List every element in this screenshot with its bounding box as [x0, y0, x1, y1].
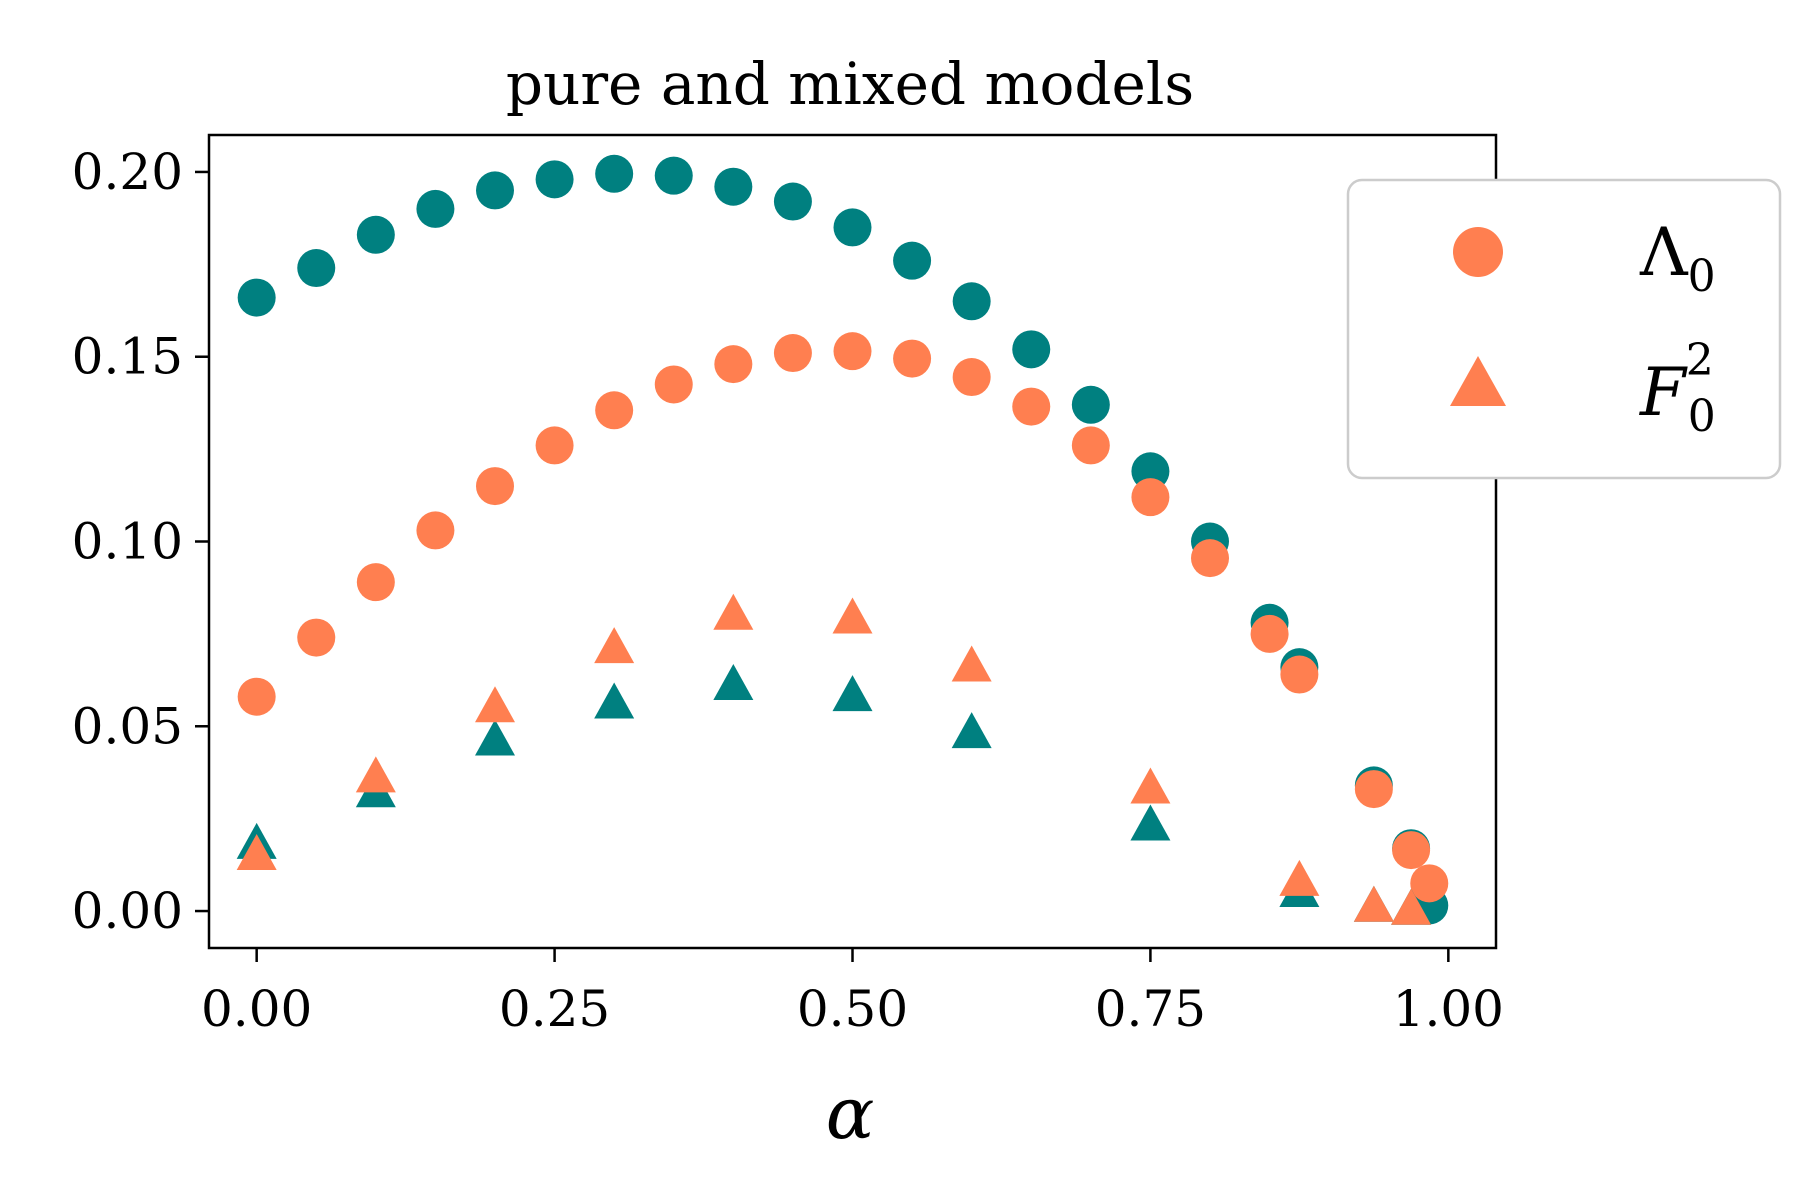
- data-point-triangle: [713, 593, 754, 630]
- legend-f-symbol: F: [1639, 354, 1688, 431]
- data-marks: [236, 154, 1449, 925]
- data-point-circle: [416, 189, 455, 228]
- data-point-circle: [1280, 655, 1319, 694]
- y-tick-label: 0.15: [72, 328, 183, 386]
- data-point-circle: [714, 167, 753, 206]
- x-axis-label: α: [826, 1071, 875, 1155]
- data-point-circle: [1071, 385, 1110, 424]
- data-point-circle: [237, 677, 276, 716]
- data-point-circle: [1012, 387, 1051, 426]
- data-point-circle: [476, 171, 514, 210]
- data-point-circle: [714, 345, 753, 384]
- x-axis: 0.00 0.25 0.50 0.75 1.00: [201, 948, 1504, 1038]
- data-point-circle: [356, 563, 395, 602]
- legend-triangle-marker: [1450, 356, 1506, 406]
- data-point-circle: [1410, 864, 1449, 903]
- data-point-circle: [1012, 330, 1051, 369]
- data-point-circle: [654, 365, 693, 404]
- legend: Λ0 F2 0: [1346, 178, 1782, 480]
- data-point-triangle: [1353, 885, 1394, 922]
- data-point-circle: [1354, 770, 1393, 809]
- data-point-triangle: [951, 712, 992, 749]
- data-point-circle: [1131, 478, 1170, 517]
- data-point-circle: [535, 426, 574, 465]
- data-point-circle: [595, 391, 634, 430]
- data-point-circle: [952, 358, 991, 397]
- data-point-triangle: [475, 719, 515, 756]
- data-point-circle: [535, 160, 574, 199]
- data-point-circle: [773, 182, 812, 221]
- data-point-triangle: [713, 664, 754, 701]
- data-point-triangle: [1279, 859, 1320, 896]
- plot-frame: [207, 133, 1498, 950]
- data-point-circle: [595, 154, 634, 193]
- x-tick-label: 0.25: [499, 980, 610, 1038]
- y-tick-label: 0.00: [72, 882, 183, 940]
- data-point-circle: [1392, 831, 1431, 870]
- data-point-circle: [1071, 426, 1110, 465]
- data-point-circle: [297, 618, 336, 657]
- data-point-circle: [356, 215, 395, 254]
- legend-f-superscript: 2: [1686, 335, 1714, 386]
- data-point-circle: [1191, 539, 1229, 578]
- data-point-triangle: [594, 627, 635, 664]
- legend-lambda-symbol: Λ: [1639, 214, 1689, 291]
- x-tick-label: 0.50: [797, 980, 908, 1038]
- data-point-circle: [476, 467, 514, 506]
- data-point-triangle: [832, 675, 873, 712]
- data-point-triangle: [594, 682, 635, 719]
- data-point-circle: [773, 334, 812, 373]
- data-point-circle: [833, 208, 872, 247]
- data-point-triangle: [1391, 888, 1432, 925]
- legend-label-f: F2 0: [1639, 335, 1716, 442]
- data-point-circle: [237, 278, 276, 317]
- x-tick-label: 1.00: [1393, 980, 1504, 1038]
- data-point-circle: [1250, 614, 1289, 653]
- y-tick-label: 0.10: [72, 513, 183, 571]
- data-point-triangle: [475, 686, 515, 723]
- data-point-triangle: [832, 597, 873, 634]
- data-point-circle: [952, 282, 991, 321]
- legend-label-lambda: Λ0: [1639, 214, 1716, 302]
- x-tick-label: 0.00: [201, 980, 312, 1038]
- data-point-circle: [416, 511, 455, 550]
- y-tick-label: 0.20: [72, 143, 183, 201]
- data-point-triangle: [236, 834, 277, 871]
- data-point-circle: [833, 332, 872, 371]
- legend-circle-marker: [1453, 227, 1503, 277]
- legend-f-subscript: 0: [1688, 391, 1716, 442]
- chart-title: pure and mixed models: [506, 50, 1194, 118]
- data-point-triangle: [355, 756, 396, 793]
- x-tick-label: 0.75: [1095, 980, 1206, 1038]
- data-point-triangle: [951, 645, 992, 682]
- data-point-circle: [654, 156, 693, 195]
- data-point-triangle: [1130, 804, 1171, 841]
- data-point-circle: [893, 339, 932, 378]
- y-tick-label: 0.05: [72, 697, 183, 755]
- legend-lambda-subscript: 0: [1688, 251, 1716, 302]
- y-axis: 0.00 0.05 0.10 0.15 0.20: [72, 143, 209, 940]
- data-point-circle: [893, 241, 932, 280]
- data-point-triangle: [1130, 767, 1171, 804]
- data-point-circle: [297, 249, 336, 288]
